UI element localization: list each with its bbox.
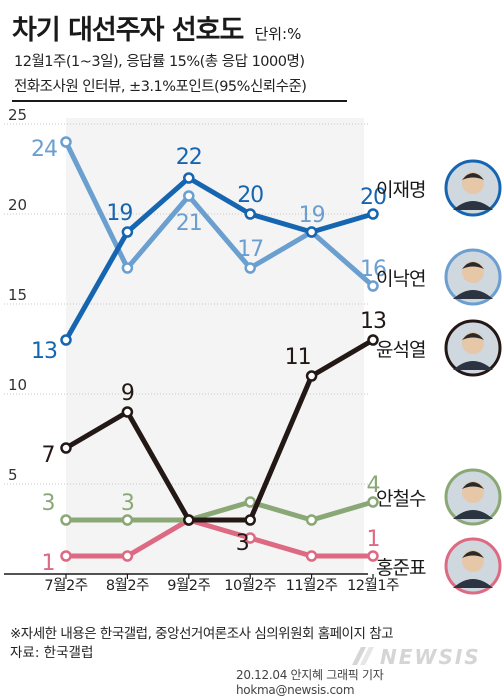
avatar-hair <box>462 551 484 558</box>
data-label: 3 <box>121 491 134 516</box>
chart-title: 차기 대선주자 선호도 <box>12 15 244 46</box>
avatar-body <box>453 361 493 370</box>
data-point <box>121 550 134 562</box>
data-label: 1 <box>367 527 380 552</box>
avatar-body <box>453 290 493 299</box>
data-point <box>121 514 134 526</box>
data-label: 3 <box>236 531 249 556</box>
survey-info-line1: 12월1주(1~3일), 응답률 15%(총 응답 1000명) <box>14 54 305 70</box>
data-point <box>183 190 195 202</box>
footnote: ※자세한 내용은 한국갤럽, 중앙선거여론조사 심의위원회 홈페이지 참고 <box>10 626 394 642</box>
data-point <box>60 550 72 562</box>
y-tick-label: 5 <box>8 466 18 484</box>
x-tick-label: 11월2주 <box>286 577 338 594</box>
source-line: 자료: 한국갤럽 <box>10 645 94 661</box>
legend-label: 이낙연 <box>376 268 425 290</box>
x-tick-label: 8월2주 <box>106 577 149 594</box>
legend-item: 안철수 <box>376 468 502 526</box>
x-tick-label: 10월2주 <box>224 577 276 594</box>
series-line <box>66 517 373 559</box>
avatar-hair <box>462 482 484 489</box>
data-label: 21 <box>176 211 202 236</box>
unit-label: 단위:% <box>254 25 302 43</box>
survey-info-line2: 전화조사원 인터뷰, ±3.1%포인트(95%신뢰수준) <box>14 79 307 95</box>
data-point <box>60 442 72 454</box>
data-point <box>367 208 379 220</box>
data-label: 13 <box>360 309 386 334</box>
data-point <box>244 262 256 274</box>
data-label: 17 <box>237 237 263 262</box>
data-point <box>305 550 318 562</box>
data-label: 19 <box>106 201 132 226</box>
data-point <box>121 406 134 418</box>
data-label: 3 <box>42 491 55 516</box>
data-label: 4 <box>367 473 380 498</box>
data-point <box>305 514 318 526</box>
logo-mark-icon <box>352 647 374 665</box>
data-label: 9 <box>121 381 134 406</box>
data-point <box>305 370 318 382</box>
series-line <box>63 175 374 342</box>
data-point <box>121 226 134 238</box>
plot-background <box>66 118 364 574</box>
x-tick-label: 9월2주 <box>167 577 210 594</box>
avatar-hair <box>462 173 484 180</box>
x-tick-label: 7월2주 <box>44 577 87 594</box>
data-point <box>305 226 318 238</box>
data-point <box>367 334 379 346</box>
legend-label: 안철수 <box>376 488 426 510</box>
series-line <box>66 499 374 523</box>
data-label: 20 <box>360 185 386 210</box>
avatar-hair <box>462 262 484 269</box>
data-point <box>244 496 256 508</box>
header-divider <box>12 100 347 102</box>
data-point <box>60 136 72 148</box>
y-tick-label: 15 <box>8 286 27 304</box>
x-tick-label: 12월1주 <box>347 577 399 594</box>
title-row: 차기 대선주자 선호도 단위:% <box>12 8 301 47</box>
y-tick-label: 20 <box>8 196 27 214</box>
data-label: 20 <box>237 183 263 208</box>
legend-label: 윤석열 <box>376 339 425 361</box>
credit-line: 20.12.04 안지혜 그래픽 기자 hokma@newsis.com <box>236 668 384 697</box>
data-point <box>367 496 379 508</box>
y-tick-label: 25 <box>8 106 27 124</box>
data-point <box>244 208 256 220</box>
avatar-body <box>453 201 493 210</box>
data-point <box>367 280 379 292</box>
avatar-body <box>453 510 493 519</box>
data-label: 7 <box>42 443 55 468</box>
data-label: 19 <box>299 203 325 228</box>
data-label: 13 <box>31 339 57 364</box>
legend-item: 이재명 <box>376 159 502 217</box>
avatar-hair <box>462 333 484 340</box>
data-point <box>244 532 256 544</box>
data-label: 1 <box>42 551 55 576</box>
logo-text: NEWSIS <box>380 645 481 669</box>
data-point <box>60 334 72 346</box>
data-label: 16 <box>360 257 386 282</box>
data-point <box>244 514 256 526</box>
data-label: 22 <box>176 145 202 170</box>
data-point <box>121 262 134 274</box>
newsis-logo: NEWSIS <box>352 645 498 669</box>
legend-item: 윤석열 <box>376 319 502 377</box>
legend-item: 이낙연 <box>376 248 502 306</box>
legend-item: 홍준표 <box>376 537 502 595</box>
data-point <box>367 550 379 562</box>
avatar-body <box>453 579 493 588</box>
legend-label: 이재명 <box>376 179 425 201</box>
data-point <box>60 514 72 526</box>
data-point <box>183 172 195 184</box>
series-line <box>64 337 375 523</box>
data-point <box>183 514 195 526</box>
y-tick-label: 10 <box>8 376 27 394</box>
legend-label: 홍준표 <box>376 557 426 579</box>
data-label: 11 <box>285 345 311 370</box>
data-label: 24 <box>31 137 57 162</box>
